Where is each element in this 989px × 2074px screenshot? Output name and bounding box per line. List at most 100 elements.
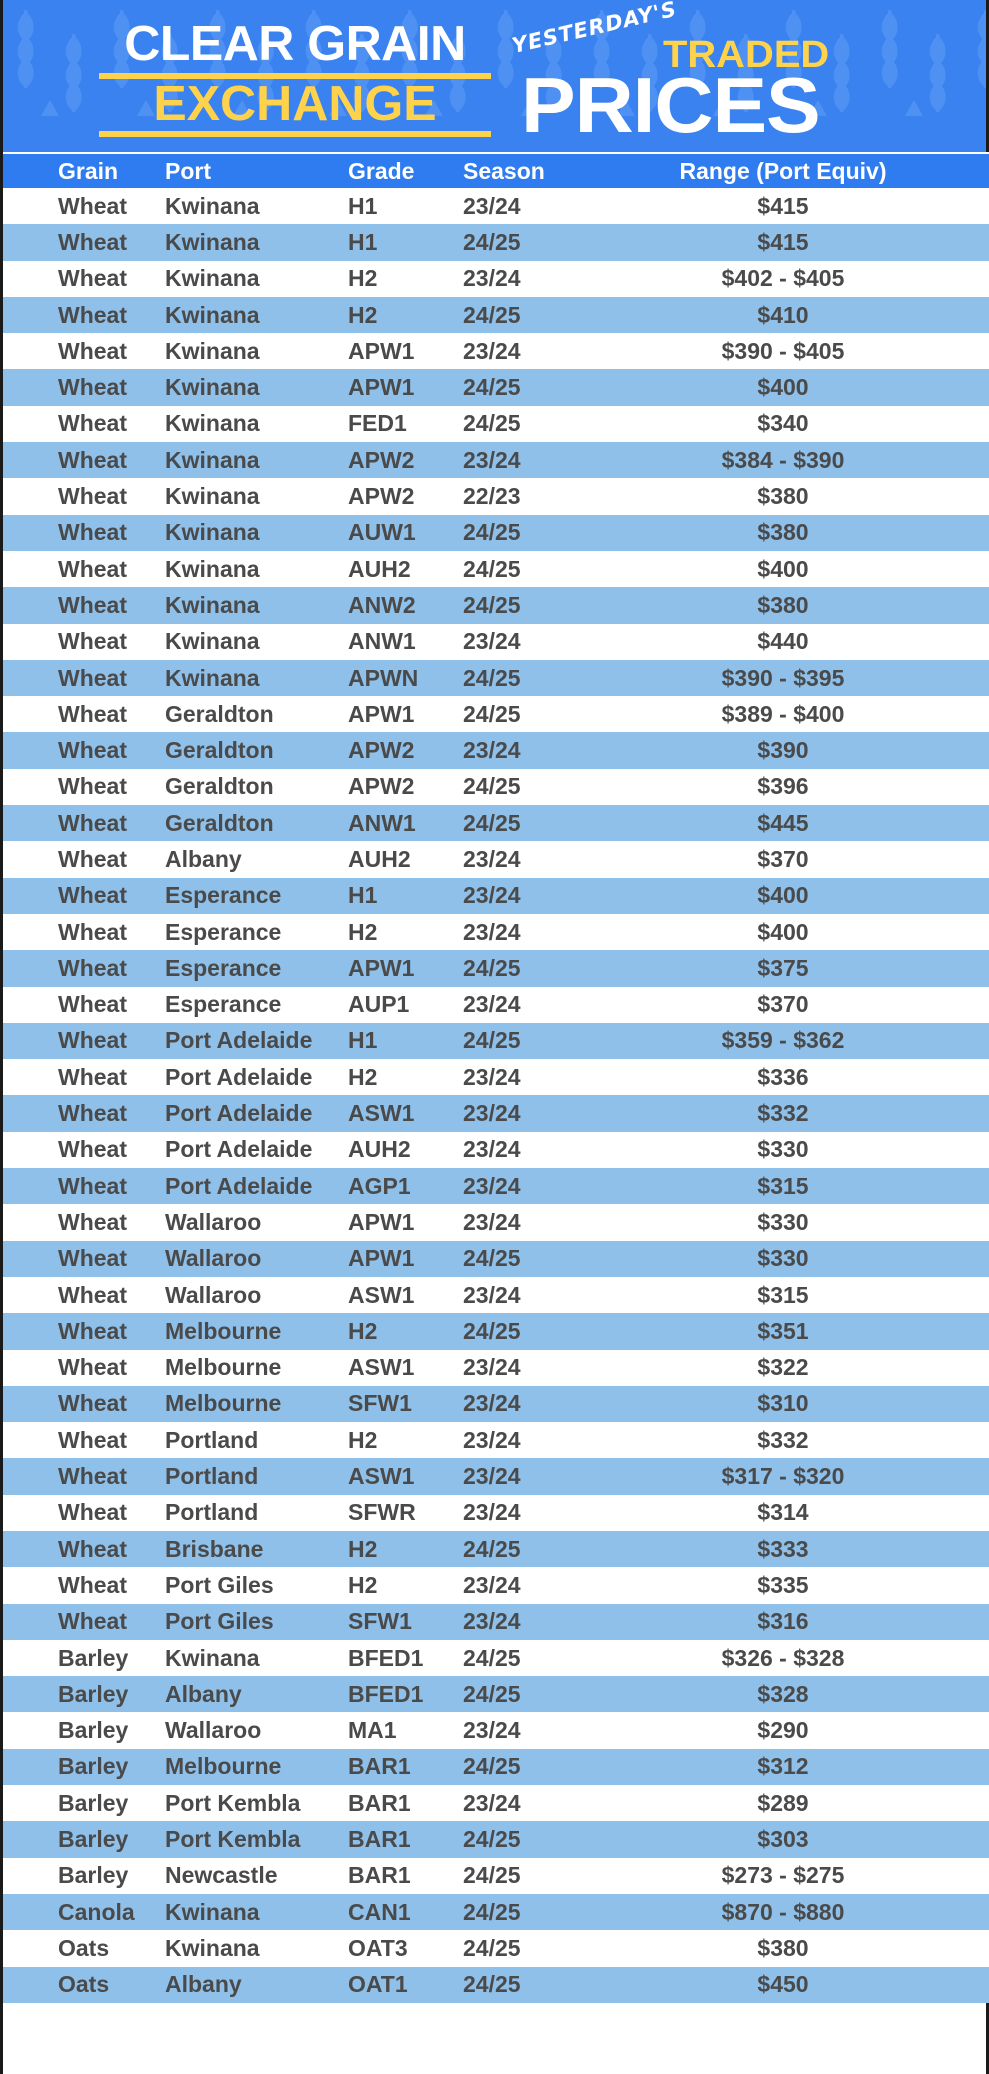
cell-range: $370 [598,841,989,878]
table-row[interactable]: Wheat Port Adelaide AGP1 23/24 $315 [3,1168,989,1205]
table-row[interactable]: Wheat Kwinana ANW1 23/24 $440 [3,623,989,660]
table-row[interactable]: Wheat Kwinana FED1 24/25 $340 [3,405,989,443]
cell-range: $400 [598,913,989,951]
column-header-grain[interactable]: Grain [3,152,153,188]
cell-season: 23/24 [458,1349,598,1386]
table-row[interactable]: Barley Kwinana BFED1 24/25 $326 - $328 [3,1639,989,1677]
cell-grade: H2 [338,296,458,334]
cell-grade: APW1 [338,1204,458,1241]
table-row[interactable]: Wheat Wallaroo APW1 24/25 $330 [3,1240,989,1277]
cell-grade: H2 [338,1530,458,1568]
table-row[interactable]: Wheat Melbourne ASW1 23/24 $322 [3,1349,989,1386]
table-row[interactable]: Wheat Esperance H1 23/24 $400 [3,877,989,914]
cell-season: 24/25 [458,768,598,806]
table-row[interactable]: Oats Kwinana OAT3 24/25 $380 [3,1930,989,1967]
table-row[interactable]: Barley Port Kembla BAR1 24/25 $303 [3,1821,989,1858]
table-row[interactable]: Wheat Portland ASW1 23/24 $317 - $320 [3,1458,989,1495]
table-row[interactable]: Wheat Geraldton APW1 24/25 $389 - $400 [3,696,989,733]
table-row[interactable]: Wheat Geraldton APW2 24/25 $396 [3,768,989,806]
table-row[interactable]: Oats Albany OAT1 24/25 $450 [3,1966,989,2003]
table-row[interactable]: Canola Kwinana CAN1 24/25 $870 - $880 [3,1893,989,1931]
table-row[interactable]: Barley Albany BFED1 24/25 $328 [3,1676,989,1713]
cell-grade: ANW1 [338,805,458,842]
cell-range: $330 [598,1204,989,1241]
cell-port: Albany [153,1676,338,1713]
table-row[interactable]: Barley Melbourne BAR1 24/25 $312 [3,1748,989,1786]
table-row[interactable]: Wheat Geraldton ANW1 24/25 $445 [3,805,989,842]
cell-season: 24/25 [458,587,598,624]
table-row[interactable]: Wheat Kwinana H2 24/25 $410 [3,296,989,334]
cell-season: 23/24 [458,623,598,660]
table-row[interactable]: Wheat Port Adelaide ASW1 23/24 $332 [3,1095,989,1132]
cell-grade: APWN [338,659,458,697]
cell-port: Port Kembla [153,1821,338,1858]
table-row[interactable]: Wheat Port Adelaide H1 24/25 $359 - $362 [3,1022,989,1060]
column-header-season[interactable]: Season [458,152,598,188]
cell-grain: Oats [3,1966,153,2003]
table-row[interactable]: Wheat Kwinana APW2 23/24 $384 - $390 [3,442,989,479]
table-row[interactable]: Wheat Kwinana H2 23/24 $402 - $405 [3,260,989,297]
cell-grade: CAN1 [338,1893,458,1931]
cell-range: $330 [598,1240,989,1277]
cell-port: Esperance [153,950,338,987]
cell-grain: Barley [3,1712,153,1749]
cell-grain: Wheat [3,405,153,443]
table-row[interactable]: Wheat Kwinana APW2 22/23 $380 [3,478,989,515]
cell-grade: APW2 [338,768,458,806]
cell-range: $390 - $405 [598,333,989,370]
cell-season: 23/24 [458,442,598,479]
cell-grade: AUW1 [338,514,458,551]
cell-grain: Wheat [3,1240,153,1277]
table-row[interactable]: Wheat Esperance H2 23/24 $400 [3,913,989,951]
cell-season: 24/25 [458,1639,598,1677]
table-row[interactable]: Wheat Port Adelaide H2 23/24 $336 [3,1059,989,1096]
table-row[interactable]: Wheat Kwinana H1 23/24 $415 [3,188,989,225]
cell-port: Kwinana [153,369,338,406]
cell-range: $410 [598,296,989,334]
cell-port: Brisbane [153,1530,338,1568]
table-row[interactable]: Barley Wallaroo MA1 23/24 $290 [3,1712,989,1749]
cell-port: Melbourne [153,1349,338,1386]
cell-range: $322 [598,1349,989,1386]
cell-port: Newcastle [153,1857,338,1894]
column-header-grade[interactable]: Grade [338,152,458,188]
table-row[interactable]: Wheat Esperance APW1 24/25 $375 [3,950,989,987]
cell-grain: Wheat [3,1385,153,1423]
table-row[interactable]: Wheat Melbourne SFW1 23/24 $310 [3,1385,989,1423]
table-row[interactable]: Wheat Geraldton APW2 23/24 $390 [3,732,989,769]
table-row[interactable]: Wheat Esperance AUP1 23/24 $370 [3,986,989,1023]
table-row[interactable]: Wheat Wallaroo APW1 23/24 $330 [3,1204,989,1241]
cell-grade: OAT3 [338,1930,458,1967]
table-row[interactable]: Wheat Brisbane H2 24/25 $333 [3,1530,989,1568]
column-header-range[interactable]: Range (Port Equiv) [598,152,989,188]
cell-grain: Wheat [3,1494,153,1531]
table-row[interactable]: Wheat Melbourne H2 24/25 $351 [3,1313,989,1350]
table-row[interactable]: Wheat Portland H2 23/24 $332 [3,1422,989,1459]
table-row[interactable]: Wheat Kwinana APW1 23/24 $390 - $405 [3,333,989,370]
cell-season: 23/24 [458,1603,598,1640]
cell-season: 24/25 [458,550,598,588]
table-row[interactable]: Wheat Kwinana ANW2 24/25 $380 [3,587,989,624]
cell-port: Wallaroo [153,1240,338,1277]
column-header-port[interactable]: Port [153,152,338,188]
table-row[interactable]: Wheat Kwinana H1 24/25 $415 [3,224,989,261]
table-row[interactable]: Wheat Kwinana AUH2 24/25 $400 [3,550,989,588]
cell-range: $380 [598,478,989,515]
table-row[interactable]: Wheat Port Giles SFW1 23/24 $316 [3,1603,989,1640]
table-row[interactable]: Wheat Kwinana AUW1 24/25 $380 [3,514,989,551]
table-row[interactable]: Barley Port Kembla BAR1 23/24 $289 [3,1785,989,1822]
table-row[interactable]: Wheat Wallaroo ASW1 23/24 $315 [3,1276,989,1314]
cell-grain: Wheat [3,805,153,842]
table-row[interactable]: Wheat Albany AUH2 23/24 $370 [3,841,989,878]
cell-grade: H1 [338,224,458,261]
table-row[interactable]: Wheat Port Adelaide AUH2 23/24 $330 [3,1131,989,1169]
cell-grade: ASW1 [338,1458,458,1495]
table-row[interactable]: Wheat Kwinana APW1 24/25 $400 [3,369,989,406]
table-row[interactable]: Wheat Port Giles H2 23/24 $335 [3,1567,989,1604]
table-row[interactable]: Wheat Kwinana APWN 24/25 $390 - $395 [3,659,989,697]
header-banner: CLEAR GRAIN EXCHANGE YESTERDAY'S TRADED … [3,0,986,152]
cell-grade: APW1 [338,333,458,370]
table-row[interactable]: Wheat Portland SFWR 23/24 $314 [3,1494,989,1531]
cell-port: Kwinana [153,296,338,334]
table-row[interactable]: Barley Newcastle BAR1 24/25 $273 - $275 [3,1857,989,1894]
